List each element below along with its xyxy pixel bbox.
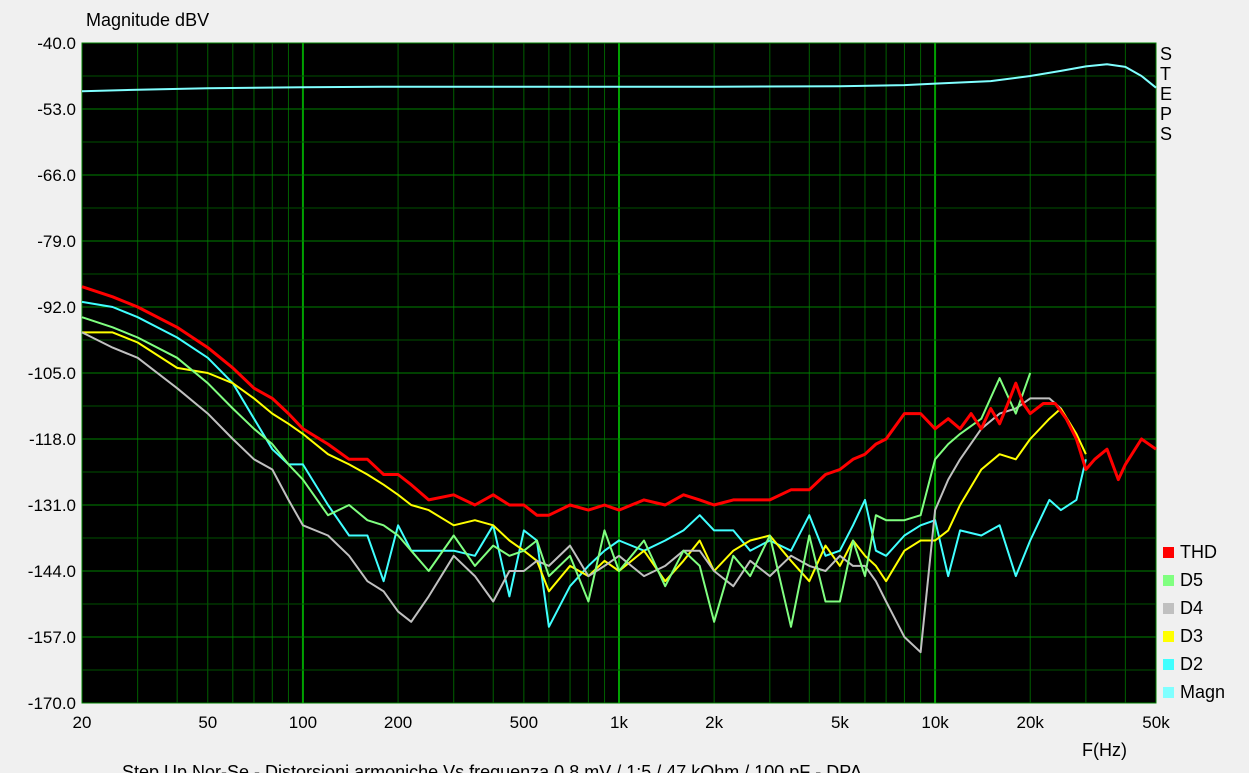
y-tick-label: -118.0 xyxy=(29,430,76,449)
x-tick-label: 50 xyxy=(198,713,217,732)
y-tick-label: -105.0 xyxy=(28,364,76,383)
series-line-d4 xyxy=(81,331,1062,654)
y-tick-label: -40.0 xyxy=(37,34,76,53)
y-tick-label: -66.0 xyxy=(37,166,76,185)
x-axis-label: F(Hz) xyxy=(1082,740,1127,760)
legend-swatch xyxy=(1163,631,1174,642)
legend-swatch xyxy=(1163,659,1174,670)
legend-label: D5 xyxy=(1180,570,1203,590)
x-tick-label: 1k xyxy=(610,713,628,732)
steps-letter: S xyxy=(1160,124,1172,144)
x-tick-label: 200 xyxy=(384,713,412,732)
series-line-d3 xyxy=(82,331,1087,593)
y-tick-label: -53.0 xyxy=(37,100,76,119)
legend-label: D3 xyxy=(1180,626,1203,646)
x-tick-label: 2k xyxy=(705,713,723,732)
y-tick-label: -79.0 xyxy=(37,232,76,251)
y-tick-labels: -40.0 -53.0 -66.0 -79.0 -92.0 -105.0 -118.0 -13… xyxy=(28,34,76,713)
grid-lines xyxy=(82,43,1156,703)
steps-letter: P xyxy=(1160,104,1172,124)
steps-letter: E xyxy=(1160,84,1172,104)
x-tick-labels: 20 50 100 200 500 1k 2k 5k 10k 20k 50k xyxy=(73,713,1171,732)
y-tick-label: -131.0 xyxy=(28,496,76,515)
x-tick-label: 20 xyxy=(73,713,92,732)
series-line-thd xyxy=(81,285,1157,517)
y-axis-label: Magnitude dBV xyxy=(86,10,209,30)
legend-swatch xyxy=(1163,547,1174,558)
legend-swatch xyxy=(1163,575,1174,586)
legend: THD D5 D4 D3 D2 Magn xyxy=(1163,542,1225,702)
legend-label: THD xyxy=(1180,542,1217,562)
legend-label: D4 xyxy=(1180,598,1203,618)
y-tick-label: -170.0 xyxy=(28,694,76,713)
legend-label: Magn xyxy=(1180,682,1225,702)
legend-swatch xyxy=(1163,603,1174,614)
steps-letter: T xyxy=(1160,64,1171,84)
legend-label: D2 xyxy=(1180,654,1203,674)
y-tick-label: -157.0 xyxy=(28,628,76,647)
legend-swatch xyxy=(1163,687,1174,698)
series-lines xyxy=(81,63,1157,654)
x-tick-label: 20k xyxy=(1017,713,1045,732)
chart-title: Step Up Nor-Se - Distorsioni armoniche V… xyxy=(122,762,862,773)
series-line-d5 xyxy=(81,316,1032,628)
x-tick-label: 50k xyxy=(1142,713,1170,732)
y-tick-label: -144.0 xyxy=(28,562,76,581)
x-tick-label: 5k xyxy=(831,713,849,732)
series-line-magn xyxy=(81,63,1157,93)
x-tick-label: 10k xyxy=(921,713,949,732)
x-tick-label: 500 xyxy=(510,713,538,732)
y-tick-label: -92.0 xyxy=(37,298,76,317)
steps-letter: S xyxy=(1160,44,1172,64)
x-tick-label: 100 xyxy=(289,713,317,732)
